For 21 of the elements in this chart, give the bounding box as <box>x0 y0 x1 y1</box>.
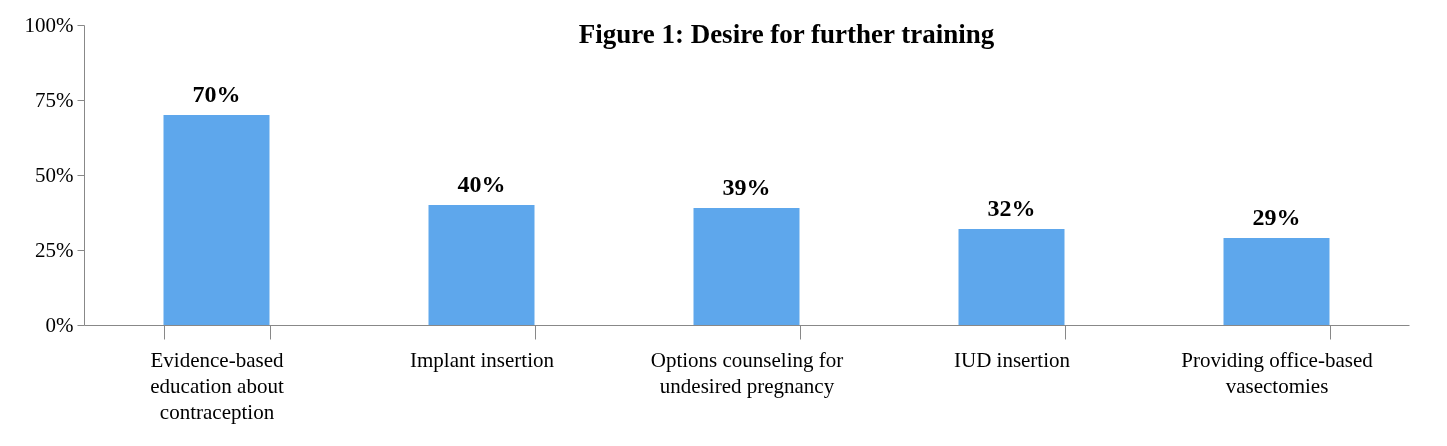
data-label: 39% <box>722 174 771 200</box>
chart-title: Figure 1: Desire for further training <box>578 19 995 49</box>
x-tick-label: Options counseling for undesired pregnancy <box>650 347 844 398</box>
x-tick-label: Evidence-based education about contraception <box>150 347 284 424</box>
bar <box>163 115 270 325</box>
data-label: 70% <box>192 81 241 107</box>
x-tick-label: IUD insertion <box>953 347 1071 372</box>
data-label: 40% <box>457 171 506 197</box>
y-tick-label: 75% <box>35 87 74 112</box>
data-label: 32% <box>987 195 1036 221</box>
y-tick-label: 100% <box>24 12 74 37</box>
y-tick-label: 25% <box>35 237 74 262</box>
y-tick-label: 50% <box>35 162 74 187</box>
bar <box>428 205 535 325</box>
y-tick-label: 0% <box>45 312 74 337</box>
x-tick-label: Implant insertion <box>409 347 555 372</box>
x-tick-label: Providing office-based vasectomies <box>1181 347 1374 398</box>
bar <box>1223 238 1330 325</box>
bar <box>693 208 800 325</box>
data-label: 29% <box>1252 204 1301 230</box>
bar <box>958 229 1065 325</box>
